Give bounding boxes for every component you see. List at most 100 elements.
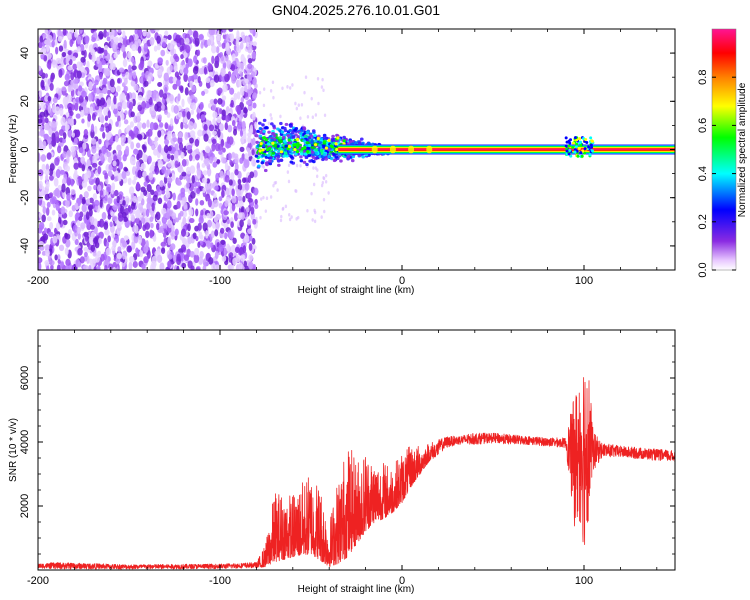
noise-cell xyxy=(109,78,115,88)
noise-cell xyxy=(175,79,181,87)
noise-cell xyxy=(231,53,236,62)
noise-cell xyxy=(79,66,86,72)
noise-cell xyxy=(78,216,83,222)
noise-cell xyxy=(176,265,180,270)
noise-cell xyxy=(150,222,154,229)
noise-cell xyxy=(54,254,58,261)
noise-cell xyxy=(284,204,288,209)
noise-cell xyxy=(210,230,215,238)
band-cell xyxy=(258,126,263,131)
noise-cell xyxy=(57,259,61,265)
noise-cell xyxy=(262,103,266,108)
noise-cell xyxy=(130,141,135,150)
noise-cell xyxy=(225,114,230,123)
noise-cell xyxy=(149,216,154,223)
noise-cell xyxy=(202,57,207,64)
noise-cell xyxy=(103,106,109,116)
noise-cell xyxy=(175,34,181,44)
noise-cell xyxy=(239,157,244,164)
noise-cell xyxy=(87,185,92,192)
noise-cell xyxy=(253,187,259,196)
noise-cell xyxy=(226,219,231,225)
noise-cell xyxy=(95,141,100,149)
noise-cell xyxy=(137,94,143,101)
noise-cell xyxy=(180,121,184,130)
noise-cell xyxy=(132,260,138,268)
noise-cell xyxy=(41,214,46,223)
band-cell xyxy=(277,150,281,154)
band-cell xyxy=(310,146,315,150)
snr-x-tick-label: -100 xyxy=(209,575,231,587)
band-cell xyxy=(319,149,324,153)
noise-cell xyxy=(222,83,228,93)
spectrogram-y-label: Frequency (Hz) xyxy=(8,115,19,184)
noise-cell xyxy=(76,226,81,234)
noise-cell xyxy=(42,233,49,241)
noise-cell xyxy=(116,195,120,204)
noise-cell xyxy=(258,90,262,95)
band-cell xyxy=(279,158,284,162)
noise-cell xyxy=(252,218,257,225)
noise-cell xyxy=(95,254,100,263)
spectrogram-x-tick-label: -100 xyxy=(209,275,231,287)
noise-cell xyxy=(143,181,148,187)
noise-cell xyxy=(132,166,136,176)
noise-cell xyxy=(224,161,229,171)
noise-cell xyxy=(233,128,238,136)
noise-cell xyxy=(219,108,223,115)
noise-cell xyxy=(245,206,250,213)
noise-cell xyxy=(304,75,308,80)
noise-cell xyxy=(166,199,172,209)
noise-cell xyxy=(206,167,212,177)
band-cell xyxy=(294,126,299,131)
noise-cell xyxy=(74,202,79,209)
noise-cell xyxy=(94,125,98,135)
noise-cell xyxy=(229,231,234,241)
noise-cell xyxy=(216,159,221,164)
noise-cell xyxy=(90,129,95,139)
noise-cell xyxy=(63,80,70,87)
noise-cell xyxy=(259,215,262,220)
noise-cell xyxy=(189,137,194,144)
noise-cell xyxy=(193,254,200,264)
distortion-cell xyxy=(589,143,593,147)
noise-cell xyxy=(190,109,195,115)
noise-cell xyxy=(241,177,247,184)
noise-cell xyxy=(200,151,204,161)
noise-cell xyxy=(99,72,103,80)
noise-cell xyxy=(276,188,279,192)
noise-cell xyxy=(129,156,136,166)
noise-cell xyxy=(113,52,118,59)
noise-cell xyxy=(135,142,141,149)
noise-cell xyxy=(311,218,314,222)
noise-cell xyxy=(114,189,119,197)
noise-cell xyxy=(222,29,227,33)
band-cell xyxy=(306,146,311,150)
noise-cell xyxy=(183,202,188,210)
band-cell xyxy=(342,135,346,139)
noise-cell xyxy=(157,159,164,169)
noise-cell xyxy=(271,80,275,85)
noise-cell xyxy=(202,265,207,270)
noise-cell xyxy=(223,247,227,256)
noise-cell xyxy=(103,29,108,38)
distortion-cell xyxy=(573,136,577,140)
noise-cell xyxy=(170,154,175,161)
noise-cell xyxy=(163,139,170,145)
noise-cell xyxy=(252,137,256,146)
noise-cell xyxy=(49,82,54,91)
band-cell xyxy=(314,151,319,155)
noise-cell xyxy=(123,119,129,125)
distortion-cell xyxy=(591,139,595,143)
noise-cell xyxy=(213,156,218,163)
noise-cell xyxy=(218,123,224,132)
band-cell xyxy=(261,143,266,148)
band-cell xyxy=(315,156,319,160)
band-cell xyxy=(346,157,350,161)
snr-panel: -200 -100 0 100 2000 4000 6000 Height of stra… xyxy=(8,329,676,595)
noise-cell xyxy=(206,212,211,219)
noise-cell xyxy=(295,163,299,168)
noise-cell xyxy=(201,177,208,184)
colorbar-label: Normalized spectral amplitude xyxy=(737,82,748,217)
noise-cell xyxy=(192,73,198,80)
